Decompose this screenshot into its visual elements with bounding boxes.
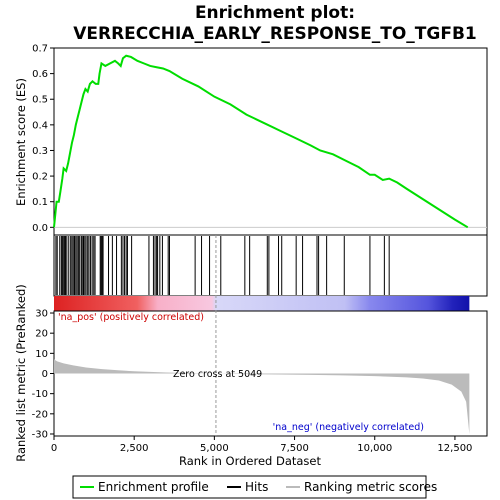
es-y-axis: 0.0 0.1 0.2 0.3 0.4 0.5 0.6 0.7 [32,44,54,234]
es-y-tick-label: 0.1 [32,197,48,208]
metric-y-tick-label: 0 [42,369,48,380]
x-tick-label: 12,500 [437,443,472,454]
es-y-tick-label: 0.7 [32,44,48,55]
x-axis-label: Rank in Ordered Dataset [179,454,322,468]
metric-y-tick-label: -10 [32,389,48,400]
x-tick-label: 10,000 [357,443,392,454]
es-y-tick-label: 0.5 [32,95,48,106]
metric-y-tick-label: -20 [32,409,48,420]
x-tick-label: 7,500 [280,443,309,454]
es-y-tick-label: 0.6 [32,69,48,80]
es-y-tick-label: 0.4 [32,120,48,131]
metric-panel: 30 20 10 0 -10 -20 -30 'na_pos' (positively co… [32,235,488,440]
legend-frame [72,475,427,499]
chart-title-line1: Enrichment plot: [195,3,355,23]
x-tick-label: 2,500 [120,443,149,454]
zero-cross-label: Zero cross at 5049 [173,369,262,380]
hit-markers [55,236,390,295]
metric-y-tick-label: 10 [35,349,48,360]
x-tick-label: 0 [51,443,57,454]
x-axis: 0 2,500 5,000 7,500 10,000 12,500 [51,436,472,454]
pos-correlated-label: 'na_pos' (positively correlated) [58,312,204,323]
enrichment-profile-line [53,54,469,229]
es-panel-frame [53,47,488,236]
hits-panel [53,234,488,297]
legend: Enrichment profile Hits Ranking metric s… [72,475,437,499]
hits-panel-frame [53,234,488,297]
color-bar-gradient [54,296,470,311]
neg-correlated-label: 'na_neg' (negatively correlated) [273,422,424,433]
legend-label-enrichment-profile: Enrichment profile [98,480,209,494]
rank-color-bar [54,296,470,311]
metric-y-tick-label: -30 [32,429,48,440]
chart-title-line2: VERRECCHIA_EARLY_RESPONSE_TO_TGFB1 [73,24,477,44]
metric-y-axis-label: Ranked list metric (PreRanked) [14,284,28,462]
legend-label-hits: Hits [245,480,268,494]
es-panel: 0.0 0.1 0.2 0.3 0.4 0.5 0.6 0.7 [32,44,488,236]
metric-y-tick-label: 30 [35,309,48,320]
es-y-tick-label: 0.0 [32,223,48,234]
x-tick-label: 5,000 [200,443,229,454]
metric-y-axis: 30 20 10 0 -10 -20 -30 [32,309,54,440]
metric-y-tick-label: 20 [35,329,48,340]
legend-label-ranking-metric: Ranking metric scores [304,480,437,494]
es-y-tick-label: 0.2 [32,172,48,183]
es-y-axis-label: Enrichment score (ES) [14,78,28,206]
es-y-tick-label: 0.3 [32,146,48,157]
